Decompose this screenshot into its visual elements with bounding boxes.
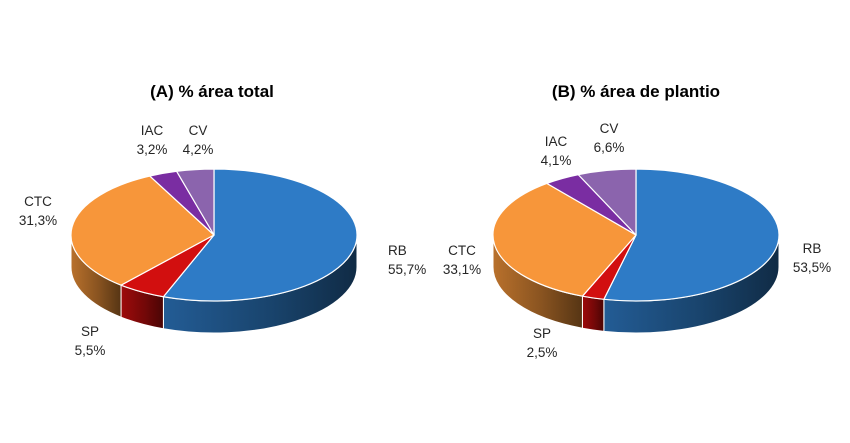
pie-slice-rb [162, 168, 358, 302]
slice-label-value: 31,3% [19, 213, 57, 228]
pie-chart-a: (A) % área total RB 55,7% SP 5,5% CTC 31,3% IA… [19, 82, 426, 358]
slice-label-value: 3,2% [137, 142, 168, 157]
pie-slices [70, 168, 358, 302]
pie-chart-b: (B) % área de plantio RB 53,5% SP 2,5% CTC 33… [443, 82, 831, 360]
slice-label-category: IAC [141, 123, 164, 138]
pie-data-labels: RB 55,7% SP 5,5% CTC 31,3% IAC 3,2% CV 4,2% [19, 123, 426, 358]
slice-label-value: 4,2% [183, 142, 214, 157]
slice-label-category: CV [600, 121, 619, 136]
slice-label-category: RB [803, 241, 822, 256]
slice-label-category: RB [388, 243, 407, 258]
slice-label-value: 4,1% [541, 153, 572, 168]
slice-label-value: 5,5% [75, 343, 106, 358]
pie-slice-cv [577, 168, 637, 236]
pie-side-sp [581, 295, 605, 332]
slice-label-category: CTC [24, 194, 52, 209]
slice-label-category: SP [533, 326, 551, 341]
slice-label-value: 53,5% [793, 260, 831, 275]
slice-label-category: IAC [545, 134, 568, 149]
chart-b-title: (B) % área de plantio [552, 82, 720, 101]
pie-slice-rb [603, 168, 780, 302]
pie-slice-ctc [70, 175, 215, 286]
pie-data-labels: RB 53,5% SP 2,5% CTC 33,1% IAC 4,1% CV 6,6% [443, 121, 831, 360]
pie-slice-ctc [492, 182, 637, 297]
slice-label-value: 6,6% [594, 140, 625, 155]
pie-slices [492, 168, 780, 302]
slice-label-value: 33,1% [443, 262, 481, 277]
slice-label-category: SP [81, 324, 99, 339]
chart-a-title: (A) % área total [150, 82, 274, 101]
pie-slice-cv [176, 168, 215, 236]
pie-side-walls [492, 234, 780, 334]
slice-label-category: CTC [448, 243, 476, 258]
slice-label-value: 55,7% [388, 262, 426, 277]
slice-label-value: 2,5% [527, 345, 558, 360]
slice-label-category: CV [189, 123, 208, 138]
